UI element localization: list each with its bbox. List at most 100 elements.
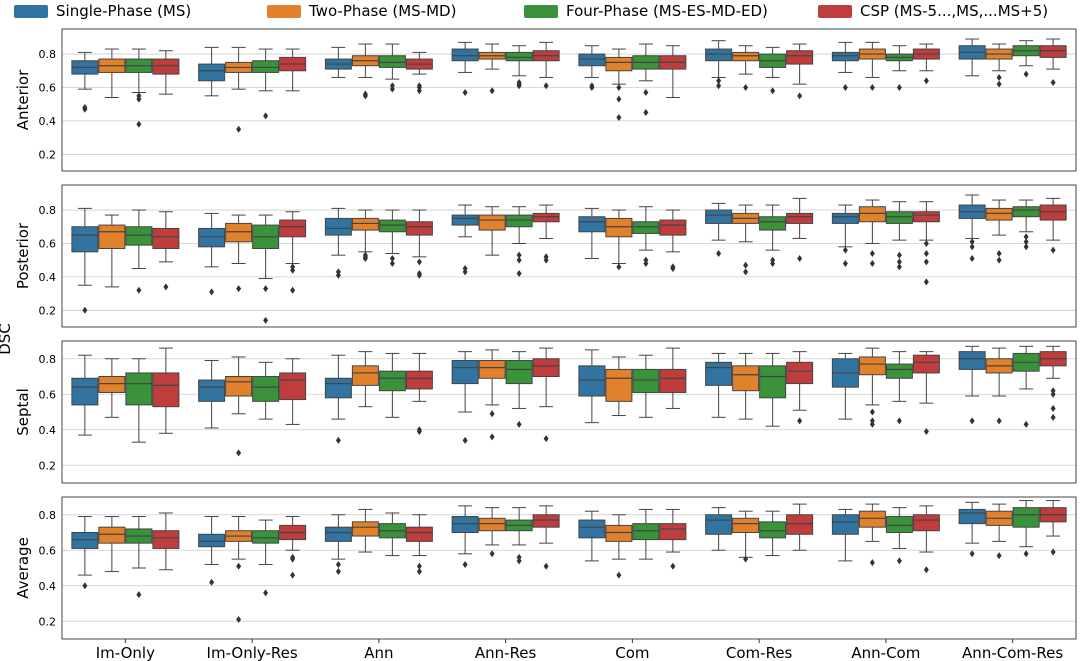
box-posterior-ann-s0 xyxy=(324,217,352,236)
outlier-posterior-ann-s2-0 xyxy=(389,260,395,268)
box-average-com-res-s1 xyxy=(732,517,760,533)
box-posterior-im-only-res-s1 xyxy=(225,222,253,243)
outlier-average-ann-s3-1 xyxy=(416,562,422,570)
box-average-im-only-res-s2 xyxy=(252,530,280,544)
panel-frame-septal xyxy=(61,340,1077,484)
box-posterior-im-only-res-s0 xyxy=(198,227,226,248)
box-average-im-only-res-s0 xyxy=(198,533,226,548)
box-posterior-ann-s2 xyxy=(378,219,406,233)
outlier-posterior-ann-com-res-s0-0 xyxy=(969,255,975,263)
outlier-anterior-com-res-s3-0 xyxy=(797,92,803,100)
outlier-anterior-ann-res-s1-0 xyxy=(489,87,495,95)
box-septal-im-only-res-s0 xyxy=(198,379,226,402)
outlier-anterior-ann-s3-2 xyxy=(416,82,422,90)
outlier-anterior-com-s1-2 xyxy=(616,83,622,91)
outlier-septal-ann-s3-1 xyxy=(416,426,422,434)
ytick-label-average-3: 0.8 xyxy=(39,509,57,522)
xtick-label-com: Com xyxy=(615,644,649,661)
box-posterior-com-res-s0 xyxy=(705,209,733,224)
box-average-ann-com-s1 xyxy=(858,510,886,528)
box-average-com-res-s3 xyxy=(786,514,814,535)
box-average-ann-com-res-s0 xyxy=(958,508,986,525)
outlier-average-ann-com-res-s1-0 xyxy=(996,552,1002,560)
box-posterior-ann-com-s2 xyxy=(885,211,913,224)
outlier-anterior-ann-com-res-s1-1 xyxy=(996,73,1002,81)
box-septal-ann-res-s3 xyxy=(532,358,560,377)
box-septal-ann-com-s3 xyxy=(912,354,940,374)
box-septal-ann-s0 xyxy=(324,377,352,399)
outlier-posterior-ann-s1-2 xyxy=(362,251,368,259)
outlier-posterior-ann-s2-1 xyxy=(389,255,395,263)
box-average-ann-s1 xyxy=(351,521,379,537)
outlier-average-im-only-res-s0-0 xyxy=(209,578,215,586)
box-average-ann-com-s2 xyxy=(885,516,913,534)
legend-item-single-phase: Single-Phase (MS) xyxy=(14,0,191,22)
outlier-anterior-ann-com-s1-0 xyxy=(869,83,875,91)
box-posterior-com-res-s2 xyxy=(759,216,787,231)
ytick-label-anterior-1: 0.4 xyxy=(39,115,57,128)
box-septal-com-res-s2 xyxy=(759,365,787,399)
outlier-posterior-ann-com-s2-1 xyxy=(896,258,902,266)
outlier-anterior-im-only-res-s2-0 xyxy=(263,112,269,120)
box-average-ann-s3 xyxy=(405,526,433,542)
outlier-anterior-ann-com-s3-0 xyxy=(923,77,929,85)
outlier-septal-com-res-s3-0 xyxy=(797,417,803,425)
outlier-anterior-ann-com-s0-0 xyxy=(842,83,848,91)
outlier-posterior-ann-com-s1-1 xyxy=(869,249,875,257)
outlier-septal-ann-com-res-s3-2 xyxy=(1050,390,1056,398)
box-average-ann-res-s1 xyxy=(478,517,506,532)
outlier-average-im-only-res-s3-1 xyxy=(290,555,296,563)
panel-frame-posterior xyxy=(61,184,1077,328)
panel-frame-anterior xyxy=(61,28,1077,172)
outlier-posterior-im-only-res-s3-2 xyxy=(290,286,296,294)
panel-ylabel-average: Average xyxy=(14,537,32,599)
box-average-com-res-s0 xyxy=(705,514,733,535)
box-anterior-im-only-res-s2 xyxy=(252,60,280,73)
outlier-septal-ann-com-s1-0 xyxy=(869,420,875,428)
box-septal-im-only-res-s3 xyxy=(279,372,307,401)
outlier-anterior-ann-com-res-s2-0 xyxy=(1023,70,1029,78)
box-posterior-ann-s1 xyxy=(351,217,379,231)
panel-ylabel-anterior: Anterior xyxy=(14,69,32,130)
outlier-anterior-com-s0-1 xyxy=(589,82,595,90)
outlier-septal-ann-com-s2-0 xyxy=(896,417,902,425)
outlier-posterior-ann-s3-2 xyxy=(416,258,422,266)
ytick-label-septal-1: 0.4 xyxy=(39,424,57,437)
outlier-posterior-ann-com-res-s0-2 xyxy=(969,238,975,246)
outlier-posterior-im-only-res-s2-1 xyxy=(263,316,269,324)
box-posterior-com-s1 xyxy=(605,217,633,238)
outlier-posterior-ann-res-s2-0 xyxy=(516,270,522,278)
outlier-septal-ann-res-s0-0 xyxy=(462,436,468,444)
outlier-posterior-im-only-res-s3-1 xyxy=(290,263,296,271)
box-anterior-ann-com-s0 xyxy=(831,51,859,62)
box-anterior-com-res-s1 xyxy=(732,51,760,62)
outlier-posterior-com-res-s1-1 xyxy=(743,261,749,269)
outlier-average-ann-s3-0 xyxy=(416,568,422,576)
outlier-anterior-im-only-s2-1 xyxy=(136,92,142,100)
outlier-anterior-com-s2-0 xyxy=(643,88,649,96)
outlier-posterior-ann-com-s2-0 xyxy=(896,263,902,271)
ytick-label-anterior-2: 0.6 xyxy=(39,81,57,94)
outlier-anterior-im-only-res-s1-0 xyxy=(236,125,242,133)
box-average-com-s2 xyxy=(632,523,660,541)
outlier-posterior-ann-com-res-s2-0 xyxy=(1023,243,1029,251)
box-anterior-com-s1 xyxy=(605,56,633,72)
outlier-posterior-ann-com-s0-1 xyxy=(842,246,848,254)
outlier-average-im-only-res-s3-2 xyxy=(290,571,296,579)
outlier-anterior-com-s2-1 xyxy=(643,109,649,117)
ytick-label-posterior-1: 0.4 xyxy=(39,271,57,284)
box-anterior-ann-s2 xyxy=(378,55,406,68)
outlier-average-im-only-res-s1-1 xyxy=(236,615,242,623)
outlier-average-im-only-res-s2-0 xyxy=(263,589,269,597)
outlier-septal-ann-com-res-s1-0 xyxy=(996,417,1002,425)
outlier-average-ann-com-res-s0-0 xyxy=(969,550,975,558)
outlier-anterior-com-s1-1 xyxy=(616,114,622,122)
outlier-posterior-im-only-s3-0 xyxy=(163,283,169,291)
box-septal-ann-res-s1 xyxy=(478,360,506,379)
box-septal-ann-s3 xyxy=(405,370,433,390)
box-average-com-s3 xyxy=(659,523,687,541)
outlier-anterior-com-res-s2-0 xyxy=(770,87,776,95)
legend-label-four-phase: Four-Phase (MS-ES-MD-ED) xyxy=(566,2,768,20)
outlier-posterior-ann-res-s3-1 xyxy=(543,253,549,261)
